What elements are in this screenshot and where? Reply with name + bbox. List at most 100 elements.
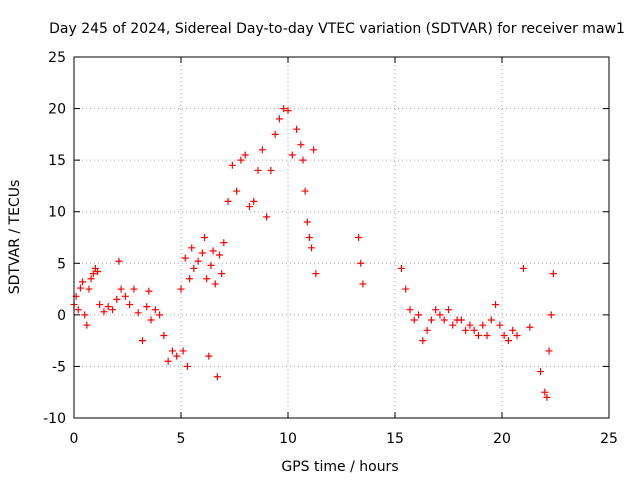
data-point xyxy=(547,311,555,319)
data-point xyxy=(245,203,253,211)
y-axis-label: SDTVAR / TECUs xyxy=(7,180,23,295)
data-point xyxy=(519,264,527,272)
data-point xyxy=(513,331,521,339)
data-point xyxy=(479,321,487,329)
data-point xyxy=(179,347,187,355)
data-point xyxy=(303,218,311,226)
data-point xyxy=(541,388,549,396)
data-point xyxy=(130,285,138,293)
data-point xyxy=(138,337,146,345)
data-point xyxy=(487,316,495,324)
data-point xyxy=(134,309,142,317)
data-point xyxy=(457,316,465,324)
data-point xyxy=(474,331,482,339)
data-point xyxy=(310,146,318,154)
data-point xyxy=(275,115,283,123)
data-point xyxy=(220,239,228,247)
data-point xyxy=(96,301,104,309)
data-point xyxy=(121,292,129,300)
data-point xyxy=(228,161,236,169)
data-point xyxy=(449,321,457,329)
data-point xyxy=(205,352,213,360)
data-point xyxy=(543,393,551,401)
data-point xyxy=(183,362,191,370)
grid-lines xyxy=(74,57,609,418)
data-point xyxy=(76,284,84,292)
data-point xyxy=(305,234,313,241)
y-tick-label: 15 xyxy=(48,153,66,169)
data-point xyxy=(115,257,123,265)
data-point xyxy=(436,311,444,319)
data-point xyxy=(126,301,134,309)
data-point xyxy=(216,251,224,259)
data-point xyxy=(213,373,221,381)
data-point xyxy=(406,306,414,314)
data-point xyxy=(100,308,108,316)
x-tick-label: 15 xyxy=(386,431,404,447)
data-point xyxy=(104,303,112,311)
data-point xyxy=(271,130,279,138)
data-point xyxy=(267,166,275,174)
data-point xyxy=(250,197,258,205)
data-point xyxy=(160,331,168,339)
data-point xyxy=(173,352,181,360)
data-point xyxy=(410,316,418,324)
data-point xyxy=(241,151,249,159)
data-point xyxy=(89,270,97,278)
x-tick-label: 10 xyxy=(279,431,297,447)
data-point xyxy=(483,331,491,339)
data-points xyxy=(70,105,557,401)
data-point xyxy=(147,316,155,324)
data-point xyxy=(168,347,176,355)
data-point xyxy=(492,301,500,309)
data-point xyxy=(188,244,196,252)
data-point xyxy=(355,234,363,241)
x-tick-label: 25 xyxy=(600,431,618,447)
data-point xyxy=(301,187,309,195)
data-point xyxy=(81,311,89,319)
y-tick-label: 20 xyxy=(48,102,66,118)
axis-ticks: 0 5 10 15 20 25 -10 -5 0 5 10 15 20 25 xyxy=(43,50,618,447)
data-point xyxy=(145,287,153,295)
x-tick-label: 0 xyxy=(70,431,79,447)
data-point xyxy=(164,357,172,365)
x-axis-label: GPS time / hours xyxy=(281,459,398,475)
data-point xyxy=(427,316,435,324)
data-point xyxy=(359,280,367,288)
data-point xyxy=(224,197,232,205)
data-point xyxy=(312,270,320,278)
x-tick-label: 20 xyxy=(493,431,511,447)
data-point xyxy=(537,368,545,376)
data-point xyxy=(423,326,431,334)
data-point xyxy=(440,316,448,324)
data-point xyxy=(504,337,512,345)
data-point xyxy=(85,285,93,293)
plot-frame xyxy=(73,56,610,419)
data-point xyxy=(545,347,553,355)
data-point xyxy=(397,264,405,272)
data-point xyxy=(117,285,125,293)
data-point xyxy=(308,244,316,252)
data-point xyxy=(237,156,245,164)
y-tick-label: -10 xyxy=(43,411,66,427)
data-point xyxy=(299,156,307,164)
data-point xyxy=(233,187,241,195)
data-point xyxy=(143,303,151,311)
data-point xyxy=(87,275,95,283)
data-point xyxy=(470,326,478,334)
data-point xyxy=(218,270,226,278)
data-point xyxy=(263,213,271,221)
data-point xyxy=(74,306,82,314)
data-point xyxy=(254,166,262,174)
y-tick-label: 10 xyxy=(48,205,66,221)
data-point xyxy=(83,321,91,329)
y-tick-label: 0 xyxy=(57,308,66,324)
chart-title: Day 245 of 2024, Sidereal Day-to-day VTE… xyxy=(49,21,625,37)
data-point xyxy=(156,311,164,319)
data-point xyxy=(297,141,305,149)
data-point xyxy=(526,323,534,331)
data-point xyxy=(186,275,194,283)
data-point xyxy=(445,306,452,314)
data-point xyxy=(462,326,470,334)
